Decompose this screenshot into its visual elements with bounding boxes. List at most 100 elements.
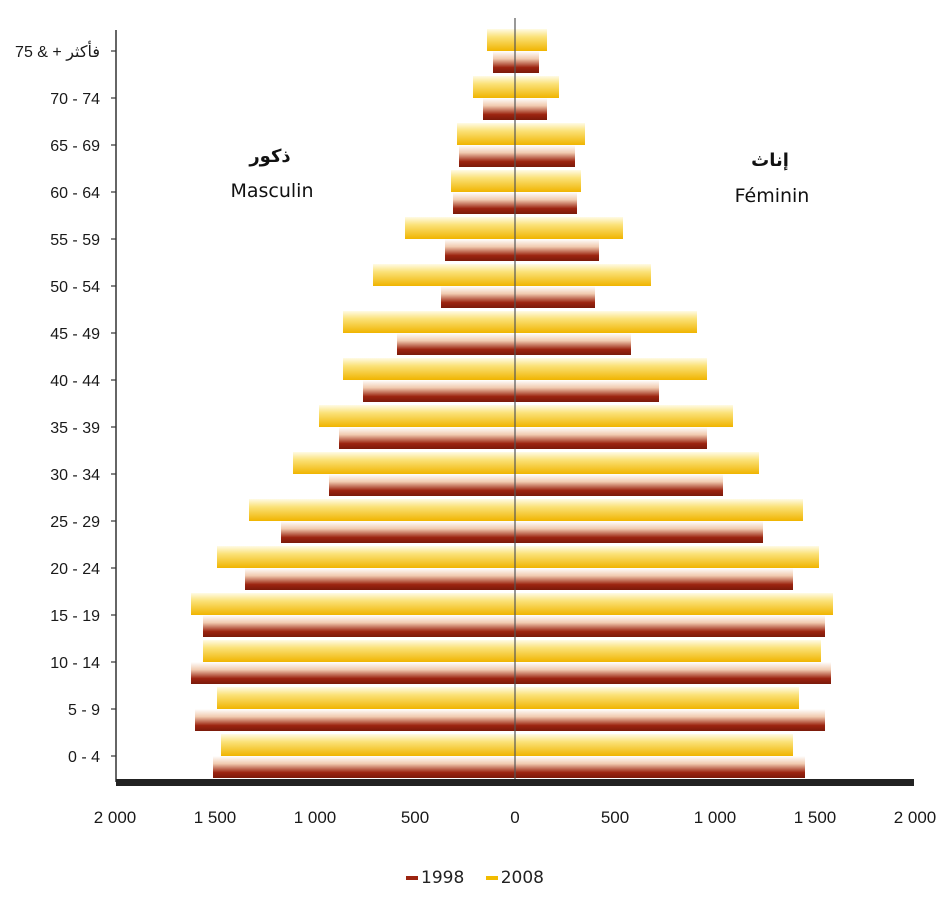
bar-1998-male-9: [397, 333, 515, 355]
bar-1998-female-11: [515, 239, 599, 261]
legend-item-1998: 1998: [406, 868, 464, 888]
bar-1998-male-15: [493, 51, 515, 73]
y-tick-label-11: 55 - 59: [50, 232, 100, 249]
bar-2008-female-6: [515, 452, 759, 474]
legend-label-1998: 1998: [421, 868, 464, 888]
y-tick-label-10: 50 - 54: [50, 279, 100, 296]
x-tick-label-3: 500: [401, 808, 429, 827]
x-tick-label-7: 1 500: [794, 808, 837, 827]
y-tick-label-12: 60 - 64: [50, 185, 100, 202]
bar-1998-male-12: [453, 192, 515, 214]
y-tick-label-9: 45 - 49: [50, 326, 100, 343]
y-axis-labels: 0 - 4 5 - 9 10 - 14 15 - 19 20 - 24 25 - 29 30…: [15, 40, 116, 766]
y-tick-label-6: 30 - 34: [50, 467, 100, 484]
bar-2008-male-0: [221, 734, 515, 756]
bar-2008-male-1: [217, 687, 515, 709]
legend-swatch-1998: [406, 876, 418, 880]
bar-2008-female-7: [515, 405, 733, 427]
y-tick-label-8: 40 - 44: [50, 373, 100, 390]
y-tick-label-0: 0 - 4: [68, 749, 100, 766]
bar-2008-female-3: [515, 593, 833, 615]
legend-item-2008: 2008: [486, 868, 544, 888]
bar-1998-male-2: [191, 662, 515, 684]
bar-1998-female-9: [515, 333, 631, 355]
x-tick-label-5: 500: [601, 808, 629, 827]
bar-2008-male-10: [373, 264, 515, 286]
y-tick-label-14: 70 - 74: [50, 91, 100, 108]
y-tick-label-4: 20 - 24: [50, 561, 100, 578]
bar-2008-male-12: [451, 170, 515, 192]
right-side-label-arabic: إناث: [751, 150, 789, 171]
bar-1998-female-6: [515, 474, 723, 496]
bar-2008-female-8: [515, 358, 707, 380]
bar-1998-male-7: [339, 427, 515, 449]
legend-swatch-2008: [486, 876, 498, 880]
bar-2008-female-11: [515, 217, 623, 239]
y-tick-label-2: 10 - 14: [50, 655, 100, 672]
bar-1998-female-0: [515, 756, 805, 778]
legend: 1998 2008: [0, 868, 950, 888]
bar-2008-male-6: [293, 452, 515, 474]
bar-1998-female-4: [515, 568, 793, 590]
bar-2008-female-14: [515, 76, 559, 98]
bar-2008-female-12: [515, 170, 581, 192]
bar-1998-female-14: [515, 98, 547, 120]
bar-1998-male-1: [195, 709, 515, 731]
bar-2008-male-15: [487, 29, 515, 51]
y-tick-label-5: 25 - 29: [50, 514, 100, 531]
bar-2008-female-13: [515, 123, 585, 145]
bar-2008-male-2: [203, 640, 515, 662]
x-tick-label-2: 1 000: [294, 808, 337, 827]
bar-1998-male-0: [213, 756, 515, 778]
bar-1998-male-8: [363, 380, 515, 402]
y-tick-label-13: 65 - 69: [50, 138, 100, 155]
bar-2008-male-4: [217, 546, 515, 568]
bar-2008-female-2: [515, 640, 821, 662]
bar-1998-male-13: [459, 145, 515, 167]
bar-1998-female-13: [515, 145, 575, 167]
bar-1998-female-5: [515, 521, 763, 543]
bar-1998-male-14: [483, 98, 515, 120]
bar-2008-female-15: [515, 29, 547, 51]
bar-1998-male-5: [281, 521, 515, 543]
bar-2008-male-7: [319, 405, 515, 427]
x-axis-ticks: 2 000 1 500 1 000 500 0 500 1 000 1 500 2 000: [94, 808, 937, 827]
bar-2008-male-8: [343, 358, 515, 380]
bar-2008-female-5: [515, 499, 803, 521]
bar-2008-male-11: [405, 217, 515, 239]
bar-1998-female-1: [515, 709, 825, 731]
left-side-label-arabic: ذكور: [248, 146, 290, 167]
x-tick-label-1: 1 500: [194, 808, 237, 827]
x-axis-base: [116, 779, 914, 786]
y-tick-label-1: 5 - 9: [68, 702, 100, 719]
bar-1998-female-15: [515, 51, 539, 73]
bar-2008-male-14: [473, 76, 515, 98]
bar-2008-female-1: [515, 687, 799, 709]
bar-1998-female-10: [515, 286, 595, 308]
bar-1998-male-10: [441, 286, 515, 308]
x-tick-label-0: 2 000: [94, 808, 137, 827]
bar-1998-male-11: [445, 239, 515, 261]
bar-1998-male-4: [245, 568, 515, 590]
legend-label-2008: 2008: [501, 868, 544, 888]
bar-2008-female-9: [515, 311, 697, 333]
x-tick-label-8: 2 000: [894, 808, 937, 827]
bar-2008-male-13: [457, 123, 515, 145]
bar-1998-male-3: [203, 615, 515, 637]
y-tick-label-3: 15 - 19: [50, 608, 100, 625]
bar-2008-female-0: [515, 734, 793, 756]
right-side-label-french: Féminin: [735, 185, 810, 207]
bar-1998-female-7: [515, 427, 707, 449]
bar-1998-female-2: [515, 662, 831, 684]
y-tick-label-15: 75 & + فأكثر: [15, 40, 100, 61]
bar-2008-male-9: [343, 311, 515, 333]
left-side-label-french: Masculin: [230, 180, 313, 202]
x-tick-label-6: 1 000: [694, 808, 737, 827]
bar-1998-female-3: [515, 615, 825, 637]
bar-2008-male-5: [249, 499, 515, 521]
y-tick-label-7: 35 - 39: [50, 420, 100, 437]
x-tick-label-4: 0: [510, 808, 519, 827]
bar-1998-female-8: [515, 380, 659, 402]
bar-2008-female-10: [515, 264, 651, 286]
